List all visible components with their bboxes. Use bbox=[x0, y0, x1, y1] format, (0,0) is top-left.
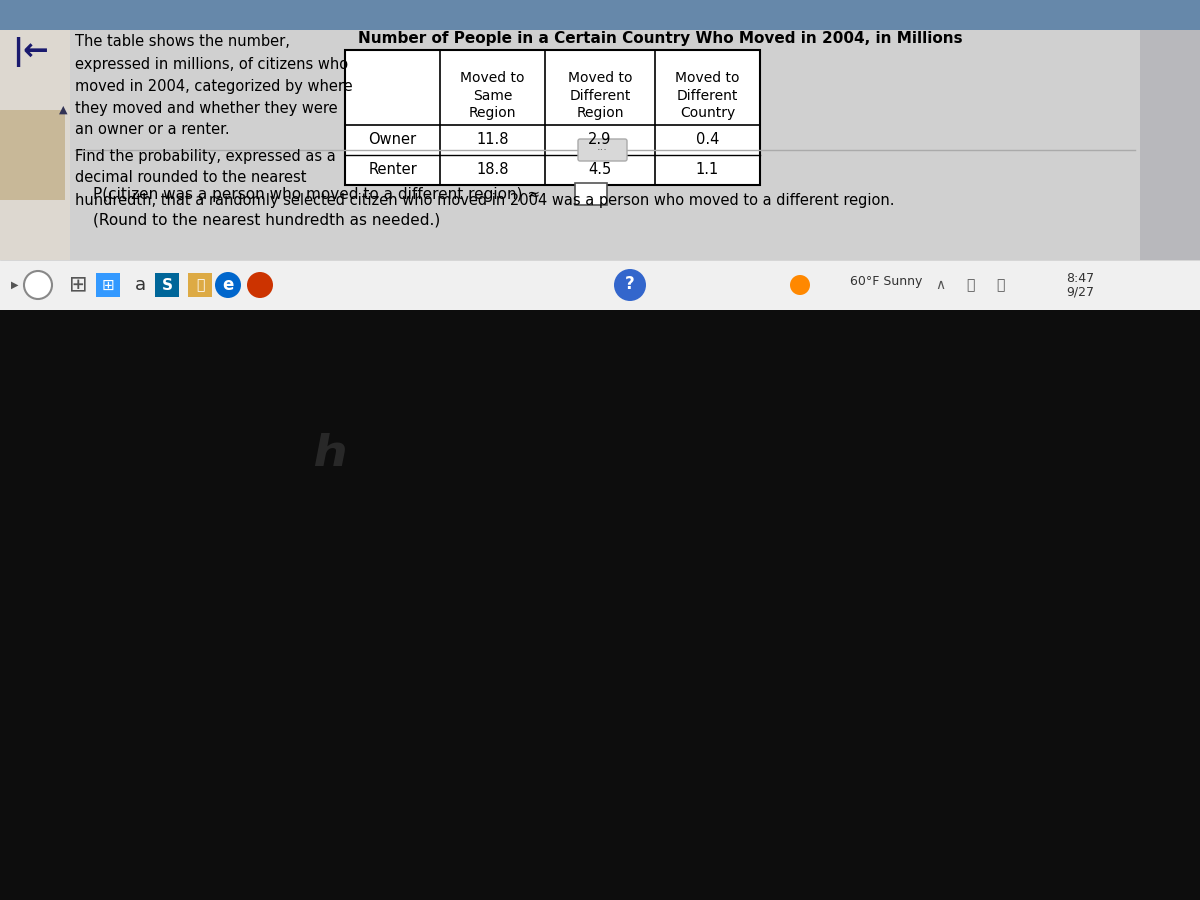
Text: Owner: Owner bbox=[368, 132, 416, 148]
Bar bbox=[96, 273, 120, 297]
Bar bbox=[1140, 30, 1200, 260]
Text: Region: Region bbox=[469, 106, 516, 121]
Text: Country: Country bbox=[680, 106, 736, 121]
Text: 11.8: 11.8 bbox=[476, 132, 509, 148]
Text: expressed in millions, of citizens who: expressed in millions, of citizens who bbox=[74, 57, 348, 71]
Text: they moved and whether they were: they moved and whether they were bbox=[74, 101, 337, 115]
Text: ⊞: ⊞ bbox=[102, 277, 114, 292]
Text: S: S bbox=[162, 277, 173, 292]
Text: ▶: ▶ bbox=[11, 280, 19, 290]
Circle shape bbox=[247, 272, 274, 298]
Circle shape bbox=[790, 275, 810, 295]
FancyBboxPatch shape bbox=[578, 139, 628, 161]
Bar bbox=[346, 50, 760, 185]
Bar bbox=[0, 0, 1200, 30]
Circle shape bbox=[215, 272, 241, 298]
Bar bbox=[0, 110, 65, 200]
Text: Moved to: Moved to bbox=[676, 70, 739, 85]
Text: an owner or a renter.: an owner or a renter. bbox=[74, 122, 229, 138]
Text: Renter: Renter bbox=[368, 163, 416, 177]
Text: 18.8: 18.8 bbox=[476, 163, 509, 177]
Text: Region: Region bbox=[576, 106, 624, 121]
Text: 🔊: 🔊 bbox=[996, 278, 1004, 292]
Text: (Round to the nearest hundredth as needed.): (Round to the nearest hundredth as neede… bbox=[94, 212, 440, 228]
Bar bbox=[188, 273, 212, 297]
Bar bbox=[0, 30, 70, 260]
Text: 1.1: 1.1 bbox=[696, 163, 719, 177]
Text: 🏠: 🏠 bbox=[196, 278, 204, 292]
Text: 2.9: 2.9 bbox=[588, 132, 612, 148]
Text: |←: |← bbox=[12, 37, 48, 67]
Text: 8:47: 8:47 bbox=[1066, 272, 1094, 284]
Bar bbox=[0, 260, 1200, 310]
Text: Moved to: Moved to bbox=[461, 70, 524, 85]
Text: P(citizen was a person who moved to a different region) ≈: P(citizen was a person who moved to a di… bbox=[94, 186, 540, 202]
Bar bbox=[155, 273, 179, 297]
Text: Different: Different bbox=[569, 88, 631, 103]
Text: Same: Same bbox=[473, 88, 512, 103]
Text: e: e bbox=[222, 276, 234, 294]
Text: Find the probability, expressed as a: Find the probability, expressed as a bbox=[74, 148, 336, 164]
Text: moved in 2004, categorized by where: moved in 2004, categorized by where bbox=[74, 78, 353, 94]
Text: decimal rounded to the nearest: decimal rounded to the nearest bbox=[74, 170, 306, 185]
Bar bbox=[0, 30, 1200, 260]
Text: ⊞: ⊞ bbox=[68, 275, 88, 295]
Text: ···: ··· bbox=[598, 145, 608, 155]
Text: Number of People in a Certain Country Who Moved in 2004, in Millions: Number of People in a Certain Country Wh… bbox=[358, 31, 962, 46]
Text: ⬜: ⬜ bbox=[966, 278, 974, 292]
Text: Different: Different bbox=[677, 88, 738, 103]
Text: Moved to: Moved to bbox=[568, 70, 632, 85]
Text: 4.5: 4.5 bbox=[588, 163, 612, 177]
Text: 60°F Sunny: 60°F Sunny bbox=[850, 274, 923, 287]
Text: a: a bbox=[134, 276, 145, 294]
Text: 9/27: 9/27 bbox=[1066, 285, 1094, 299]
Text: The table shows the number,: The table shows the number, bbox=[74, 34, 290, 50]
Text: ?: ? bbox=[625, 275, 635, 293]
Text: ∧: ∧ bbox=[935, 278, 946, 292]
Circle shape bbox=[614, 269, 646, 301]
Text: 0.4: 0.4 bbox=[696, 132, 719, 148]
Text: ▲: ▲ bbox=[59, 105, 67, 115]
Bar bbox=[0, 310, 1200, 900]
Bar bbox=[575, 183, 607, 205]
Text: ʰ: ʰ bbox=[313, 433, 347, 507]
Circle shape bbox=[24, 271, 52, 299]
Text: hundredth, that a randomly selected citizen who moved in 2004 was a person who m: hundredth, that a randomly selected citi… bbox=[74, 193, 894, 208]
